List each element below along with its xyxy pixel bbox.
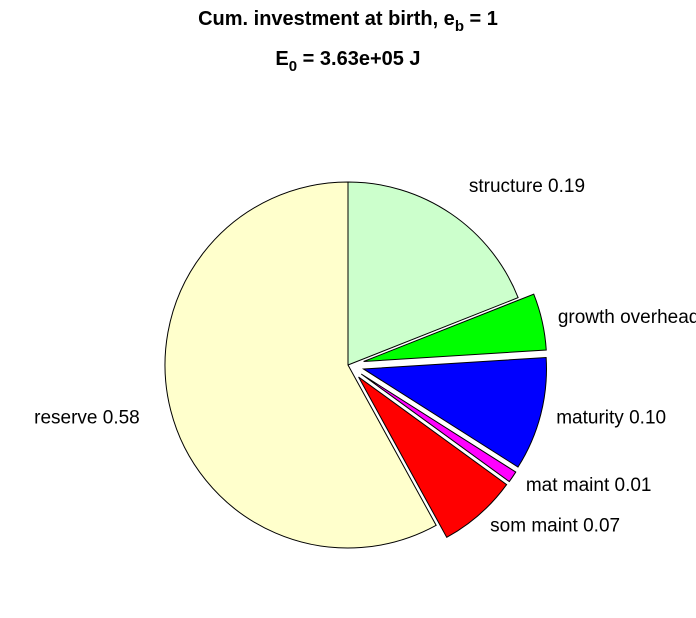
slice-label: structure 0.19 — [469, 176, 585, 197]
slice-label: som maint 0.07 — [490, 515, 620, 536]
subtitle-sub: 0 — [289, 58, 297, 75]
slice-name: structure — [469, 176, 543, 197]
chart-title: Cum. investment at birth, eb = 1 — [198, 8, 498, 35]
slice-value: 0.10 — [629, 407, 666, 428]
slice-label: reserve 0.58 — [34, 407, 140, 428]
pie-slice — [363, 293, 547, 363]
pie-slice — [361, 356, 547, 468]
slice-label: growth overhead — [558, 307, 696, 328]
slice-name: growth overhead — [558, 307, 696, 328]
title-text: Cum. investment at birth, e — [198, 8, 455, 30]
slice-value: 0.01 — [615, 475, 652, 496]
pie-slice — [347, 181, 519, 366]
slice-name: som maint — [490, 515, 578, 536]
subtitle-tail: = 3.63e+05 J — [297, 48, 420, 70]
slice-value: 0.58 — [103, 407, 140, 428]
pie-slice — [360, 373, 517, 483]
title-sub: b — [455, 18, 464, 35]
slice-label: maturity 0.10 — [556, 407, 666, 428]
title-tail: = 1 — [464, 8, 498, 30]
subtitle-text: E — [275, 48, 288, 70]
slice-label: mat maint 0.01 — [526, 475, 652, 496]
pie-slice — [358, 376, 508, 539]
slice-value: 0.07 — [583, 515, 620, 536]
pie-slice — [164, 181, 437, 549]
slice-name: mat maint — [526, 475, 610, 496]
chart-subtitle: E0 = 3.63e+05 J — [275, 48, 420, 75]
slice-value: 0.19 — [548, 176, 585, 197]
slice-name: maturity — [556, 407, 624, 428]
slice-name: reserve — [34, 407, 97, 428]
